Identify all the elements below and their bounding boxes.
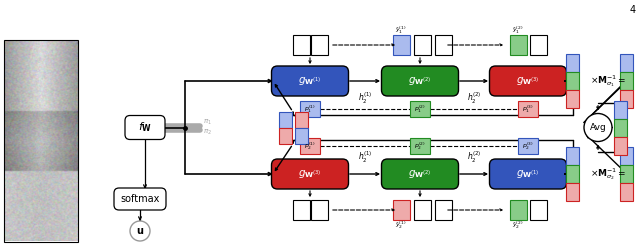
Text: $g_{\mathbf{W}^{(3)}}$: $g_{\mathbf{W}^{(3)}}$ <box>298 168 322 180</box>
Bar <box>294 112 307 128</box>
Bar <box>413 200 431 220</box>
Bar <box>292 35 310 55</box>
FancyBboxPatch shape <box>490 66 566 96</box>
Bar <box>300 138 320 154</box>
Text: $\hat{y}_2^{(2)}$: $\hat{y}_2^{(2)}$ <box>512 219 524 231</box>
Bar <box>566 90 579 108</box>
FancyBboxPatch shape <box>381 159 458 189</box>
Bar <box>566 183 579 201</box>
Bar <box>413 35 431 55</box>
Bar <box>614 119 627 136</box>
FancyBboxPatch shape <box>125 116 165 139</box>
Bar <box>292 200 310 220</box>
Text: $f_\mathbf{W}$: $f_\mathbf{W}$ <box>138 121 152 134</box>
Bar <box>294 128 307 144</box>
Text: $\pi_2$: $\pi_2$ <box>203 128 212 137</box>
Bar <box>300 101 320 117</box>
Circle shape <box>130 221 150 241</box>
Bar <box>620 90 632 108</box>
Text: $p_2^{(1)}$: $p_2^{(1)}$ <box>304 140 316 152</box>
Text: $\hat{y}_1^{(1)}$: $\hat{y}_1^{(1)}$ <box>395 24 407 36</box>
FancyBboxPatch shape <box>114 188 166 210</box>
Bar <box>566 165 579 183</box>
Text: $\hat{y}_1^{(2)}$: $\hat{y}_1^{(2)}$ <box>512 24 524 36</box>
Text: $p_1^{(3)}$: $p_1^{(3)}$ <box>522 103 534 115</box>
Bar <box>278 128 291 144</box>
Bar <box>518 138 538 154</box>
Bar <box>435 35 451 55</box>
Text: $p_1^{(1)}$: $p_1^{(1)}$ <box>304 103 316 115</box>
Bar <box>529 200 547 220</box>
Text: $h_2^{(1)}$: $h_2^{(1)}$ <box>358 90 372 106</box>
Bar <box>566 54 579 72</box>
Bar <box>620 183 632 201</box>
Text: Avg: Avg <box>589 123 606 132</box>
Bar <box>4 40 78 242</box>
FancyBboxPatch shape <box>271 66 349 96</box>
Text: $\times\mathbf{M}_{\sigma_2}^{-1}=$: $\times\mathbf{M}_{\sigma_2}^{-1}=$ <box>590 166 627 182</box>
Bar <box>614 101 627 119</box>
Bar <box>614 136 627 154</box>
FancyBboxPatch shape <box>271 159 349 189</box>
Text: 4: 4 <box>630 5 636 15</box>
Bar <box>509 200 527 220</box>
Bar <box>509 35 527 55</box>
Text: softmax: softmax <box>120 194 160 204</box>
Bar <box>278 112 291 128</box>
Bar <box>410 101 430 117</box>
Bar <box>529 35 547 55</box>
Text: $\times\mathbf{M}_{\sigma_1}^{-1}=$: $\times\mathbf{M}_{\sigma_1}^{-1}=$ <box>590 73 627 89</box>
Text: $g_{\mathbf{W}^{(3)}}$: $g_{\mathbf{W}^{(3)}}$ <box>516 75 540 87</box>
Text: $g_{\mathbf{W}^{(1)}}$: $g_{\mathbf{W}^{(1)}}$ <box>298 75 322 87</box>
Bar <box>392 200 410 220</box>
Text: $g_{\mathbf{W}^{(2)}}$: $g_{\mathbf{W}^{(2)}}$ <box>408 168 432 180</box>
Text: $p_2^{(2)}$: $p_2^{(2)}$ <box>414 140 426 152</box>
Text: $g_{\mathbf{W}^{(1)}}$: $g_{\mathbf{W}^{(1)}}$ <box>516 168 540 180</box>
Bar <box>518 101 538 117</box>
Text: $\hat{y}_2^{(1)}$: $\hat{y}_2^{(1)}$ <box>395 219 407 231</box>
Text: $\mathbf{u}$: $\mathbf{u}$ <box>136 226 144 236</box>
Text: $\pi_1$: $\pi_1$ <box>203 118 212 127</box>
Text: $h_2^{(1)}$: $h_2^{(1)}$ <box>358 149 372 165</box>
Bar <box>410 138 430 154</box>
FancyBboxPatch shape <box>381 66 458 96</box>
Bar <box>435 200 451 220</box>
Circle shape <box>584 114 612 141</box>
Bar <box>620 165 632 183</box>
Bar <box>566 72 579 90</box>
Text: $g_{\mathbf{W}^{(2)}}$: $g_{\mathbf{W}^{(2)}}$ <box>408 75 432 87</box>
Bar <box>620 72 632 90</box>
Text: $p_2^{(3)}$: $p_2^{(3)}$ <box>522 140 534 152</box>
Text: $h_2^{(2)}$: $h_2^{(2)}$ <box>467 149 481 165</box>
Bar <box>392 35 410 55</box>
FancyBboxPatch shape <box>490 159 566 189</box>
Text: $p_1^{(2)}$: $p_1^{(2)}$ <box>414 103 426 115</box>
Bar <box>310 200 328 220</box>
Text: $h_2^{(2)}$: $h_2^{(2)}$ <box>467 90 481 106</box>
Bar <box>310 35 328 55</box>
Bar <box>566 147 579 165</box>
Bar <box>620 54 632 72</box>
Bar <box>620 147 632 165</box>
